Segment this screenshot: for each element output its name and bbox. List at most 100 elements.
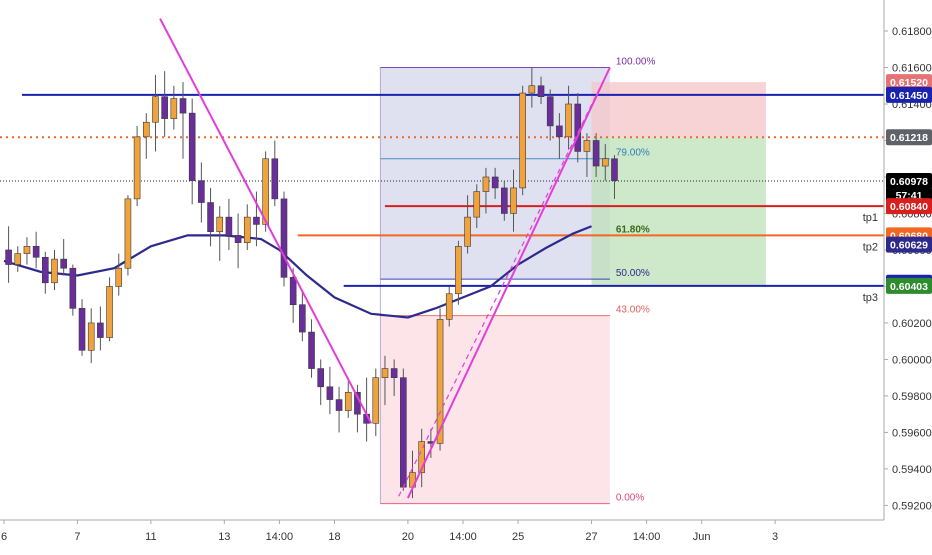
candle-body [78,308,86,351]
candle [390,359,398,396]
y-tick-label: 0.59800 [892,391,932,403]
moving-average [3,225,592,319]
candle-body [574,103,582,152]
y-tick-label: 0.60200 [892,318,932,330]
candle-body [243,216,251,243]
candle-body [5,249,12,265]
candle-body [152,96,159,123]
target-label-tp1: tp1 [863,212,878,224]
candle-body [170,98,178,119]
candle [78,299,86,356]
candle-body [601,158,609,167]
candle [537,76,545,104]
candle-body [124,198,132,269]
candle [179,82,187,159]
candle-body [280,198,288,278]
price-tag-label: 0.61450 [890,90,928,102]
candle [207,187,214,247]
candle-body [491,176,499,189]
price-tag-bg [886,86,932,103]
candle [243,204,251,250]
x-tick-label: 14:00 [266,531,294,543]
candle [152,74,159,152]
candle [42,251,49,294]
candle [418,428,425,488]
candle-body [14,253,22,265]
candle [253,191,260,247]
candle [372,368,380,437]
candle [225,198,233,250]
candle-body [381,368,389,378]
candle [170,85,178,130]
candle [482,167,490,214]
fib-level-label: 79.00% [616,148,650,159]
price-tag-bg [886,236,932,253]
candle-body [501,187,508,214]
candle-body [198,180,205,203]
y-tick-label: 0.59200 [892,500,932,512]
price-tag-bg [886,129,932,146]
candle-body [464,216,471,247]
candle-series [5,67,618,499]
price-tag-label: 0.61520 [890,77,928,89]
candle-body [32,246,40,258]
candle [51,249,58,291]
fibonacci-labels: 100.00% 79.00% 61.80% 50.00% 43.00% 0.00% [616,57,656,504]
candle-body [87,322,95,351]
candle-body [161,96,168,119]
target-label-tp2: tp2 [863,241,878,253]
candle-body [565,103,572,138]
axes: 0.618000.616000.614000.612000.610000.608… [0,0,932,543]
candle-body [271,158,279,200]
candle-body [546,96,554,127]
trendline [159,18,373,424]
candle-body [142,121,150,138]
candle [23,237,31,265]
price-tag: 0.60978 [886,172,932,189]
candle-body [445,293,453,320]
candle [344,381,352,418]
fib-level-label: 0.00% [616,493,644,504]
candle [14,246,22,272]
candle-body [519,92,526,189]
candle [445,286,453,327]
candle [519,85,526,196]
candle [326,366,334,415]
fib-level-label: 100.00% [616,57,656,68]
candle-body [583,140,591,152]
candle [262,151,269,232]
candle [133,125,141,207]
stop-loss-zone [591,82,766,138]
y-tick-label: 0.60000 [892,354,932,366]
candle-body [400,377,407,488]
price-tag-label: 0.60403 [890,281,928,293]
candle-body [611,158,618,181]
candle-body [455,246,462,295]
candle [280,191,288,287]
candle [546,89,554,141]
price-tag-bg [886,74,932,91]
candle [106,277,113,342]
candle [32,231,40,269]
candle-body [179,98,187,114]
candle [161,71,168,137]
candle [491,167,499,199]
fib-level-label: 61.80% [616,224,650,235]
candle-body [51,258,58,284]
x-tick-label: 20 [402,531,414,543]
candle [464,195,471,254]
take-profit-zone [591,137,766,286]
trendlines [159,18,611,499]
candle-body [262,158,269,225]
x-tick-label: 27 [585,531,597,543]
x-tick-label: 3 [772,531,778,543]
candle [601,144,609,181]
candle-body [482,176,490,192]
candle [501,180,508,221]
candle-body [510,187,517,214]
price-tag: 0.60629 [886,236,932,253]
candle [198,162,205,223]
candle-body [253,216,260,225]
